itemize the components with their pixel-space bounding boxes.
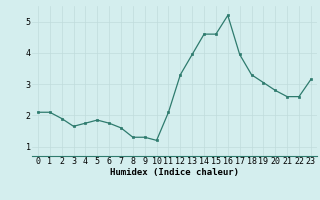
X-axis label: Humidex (Indice chaleur): Humidex (Indice chaleur)	[110, 168, 239, 177]
